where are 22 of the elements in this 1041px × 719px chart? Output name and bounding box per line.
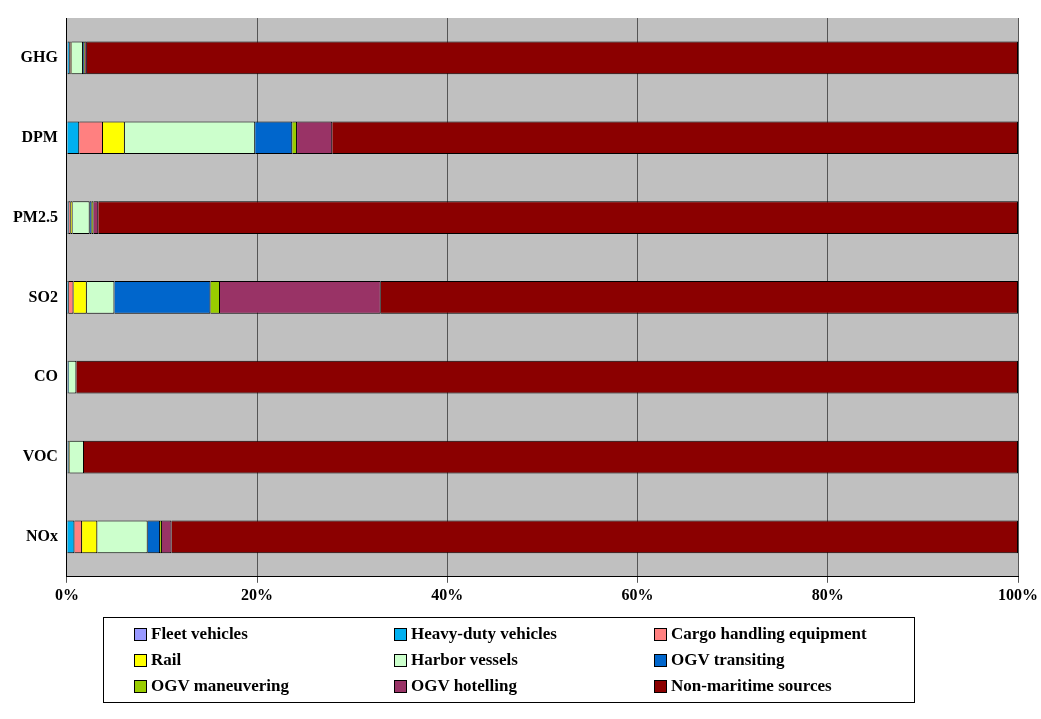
y-tick-label: CO	[33, 367, 58, 385]
legend-label: OGV maneuvering	[151, 676, 290, 696]
x-tick-label: 0%	[54, 585, 79, 603]
legend-label: Fleet vehicles	[151, 624, 248, 644]
legend-label: OGV transiting	[671, 650, 785, 670]
x-tick-label: 100%	[998, 585, 1038, 603]
y-tick-label: SO2	[28, 287, 58, 305]
legend-label: Harbor vessels	[411, 650, 518, 670]
x-tick-label: 40%	[431, 585, 464, 603]
legend-label: Non-maritime sources	[671, 676, 832, 696]
y-tick-label: VOC	[22, 447, 58, 465]
x-tick-label: 60%	[621, 585, 654, 603]
legend-label: Rail	[151, 650, 182, 670]
y-tick-label: NOx	[25, 527, 58, 545]
y-tick-label: GHG	[20, 48, 59, 66]
x-tick-label: 80%	[811, 585, 844, 603]
x-tick-label: 20%	[241, 585, 274, 603]
legend-label: Heavy-duty vehicles	[411, 624, 557, 644]
legend-label: Cargo handling equipment	[671, 624, 867, 644]
y-tick-label: PM2.5	[13, 207, 58, 225]
y-tick-label: DPM	[21, 127, 58, 145]
legend-label: OGV hotelling	[411, 676, 517, 696]
